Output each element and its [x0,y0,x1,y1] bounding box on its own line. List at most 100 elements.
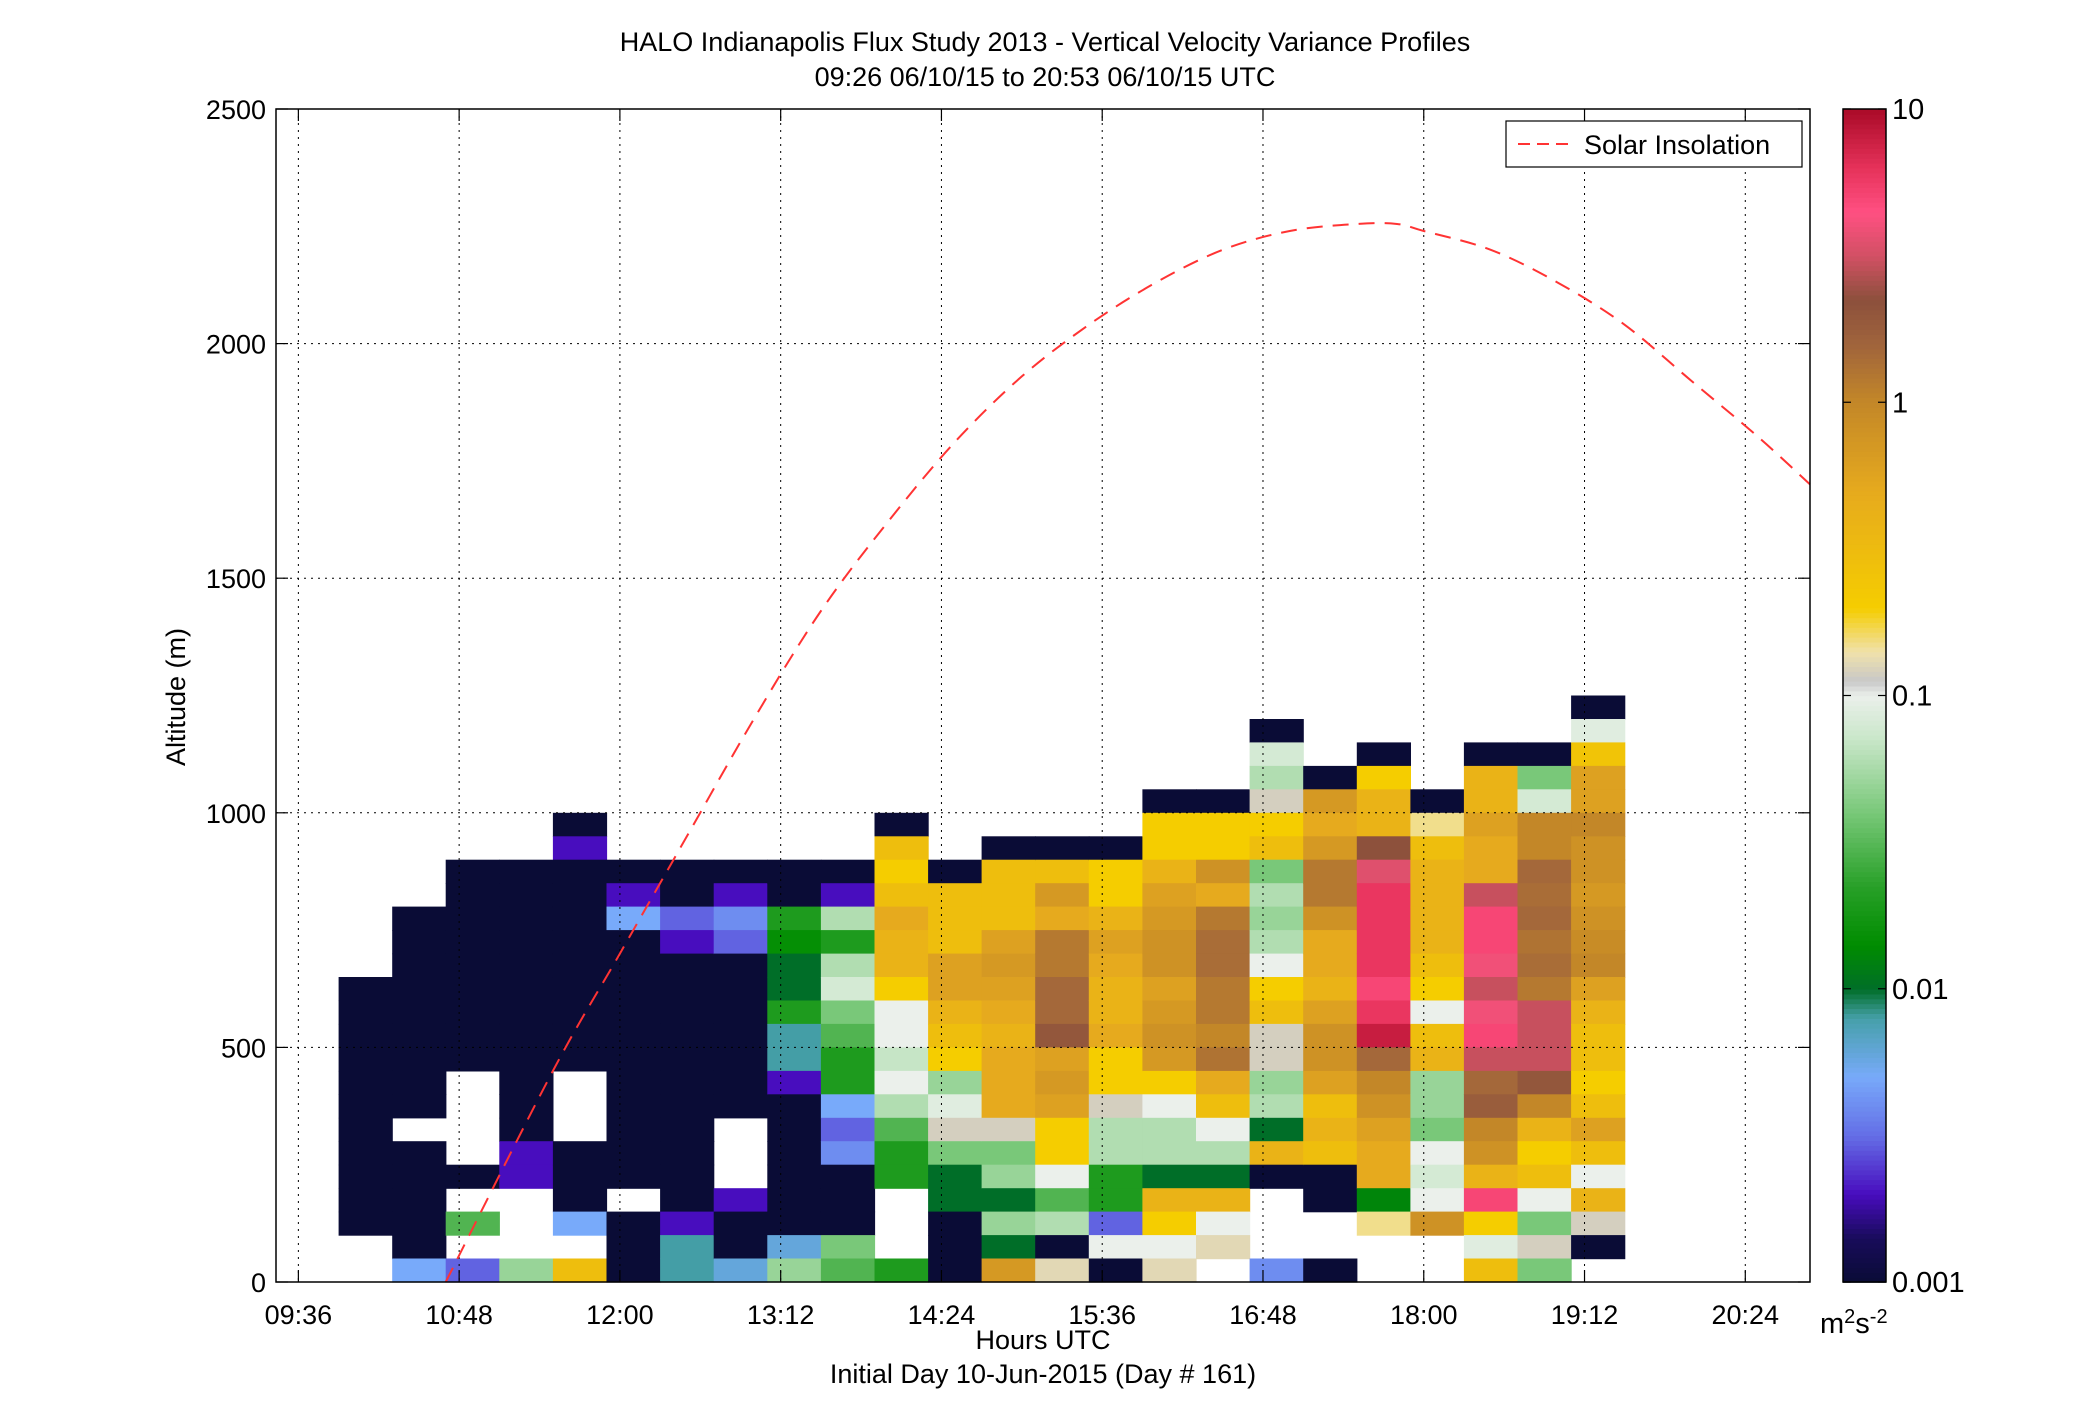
colorbar-band [1843,304,1886,311]
heatmap-cell [392,1258,447,1283]
heatmap-cell [713,1000,768,1025]
heatmap-cell [392,953,447,978]
colorbar-band [1843,143,1886,149]
heatmap-cell [1249,1141,1304,1166]
colorbar-band [1843,988,1886,995]
heatmap-cell [392,977,447,1002]
heatmap-cell [713,883,768,908]
colorbar-band [1843,368,1886,374]
colorbar-band [1843,1135,1886,1142]
heatmap-cell [1142,1141,1197,1166]
colorbar-band [1843,1057,1886,1063]
heatmap-cell [1196,1164,1251,1189]
heatmap-cell [820,1235,876,1260]
colorbar-band [1843,123,1886,130]
heatmap-cell [1088,1094,1143,1119]
colorbar-band [1843,856,1886,863]
heatmap-cell [1088,1235,1143,1260]
heatmap-cell [392,1188,447,1213]
heatmap-cell [660,1235,715,1260]
heatmap-cell [392,1141,447,1166]
colorbar-tick-label: 1 [1892,387,1908,419]
heatmap-cell [928,1117,983,1142]
colorbar-band [1843,343,1886,350]
colorbar-band [1843,695,1886,702]
colorbar-band [1843,1115,1886,1122]
heatmap-cell [1356,765,1411,790]
heatmap-cell [392,906,447,931]
heatmap-cell [1088,859,1143,884]
heatmap-cell [1356,812,1411,837]
colorbar-band [1843,216,1886,223]
heatmap-cell [1410,1188,1465,1213]
heatmap-cell [1463,1117,1519,1142]
colorbar-band [1843,1037,1886,1044]
heatmap-cell [445,1000,500,1025]
colorbar-band [1843,1277,1886,1283]
colorbar-band [1843,177,1886,184]
heatmap-cell [928,1023,983,1048]
heatmap-cell [820,1258,876,1283]
heatmap-cell [820,1070,876,1095]
heatmap-cell [1088,906,1143,931]
heatmap-cell [1249,1047,1304,1072]
heatmap-cell [874,930,929,955]
colorbar-band [1843,382,1886,389]
colorbar-band [1843,514,1886,521]
colorbar-band [1843,1008,1886,1014]
colorbar-band [1843,1228,1886,1234]
heatmap-cell [1249,1094,1304,1119]
heatmap-cell [1196,906,1251,931]
colorbar-band [1843,1247,1886,1254]
heatmap-cell [928,1211,983,1236]
colorbar-band [1843,250,1886,257]
colorbar-band [1843,221,1886,228]
x-tick-label: 13:12 [747,1300,815,1330]
colorbar-band [1843,949,1886,956]
colorbar-band [1843,587,1886,594]
heatmap-cell [1196,1211,1251,1236]
heatmap-cell [1303,1164,1358,1189]
plot-area [275,108,1811,1283]
heatmap-cell [499,906,554,931]
heatmap-cell [1463,1164,1519,1189]
heatmap-cell [1249,953,1304,978]
heatmap-cell [1142,812,1197,837]
colorbar-band [1843,734,1886,741]
heatmap-cell [445,1258,500,1283]
heatmap-cell [1517,1188,1572,1213]
heatmap-cell [1196,1141,1251,1166]
heatmap-cell [1517,1141,1572,1166]
y-axis-label: Altitude (m) [161,628,191,766]
x-tick-labels: 09:36 10:48 12:00 13:12 14:24 15:36 16:48 18:00… [265,1300,1779,1330]
heatmap-cell [1142,1047,1197,1072]
colorbar-band [1843,754,1886,760]
colorbar-band [1843,1203,1886,1210]
colorbar-band [1843,133,1886,140]
heatmap-cell [713,859,768,884]
legend-label: Solar Insolation [1584,130,1770,160]
colorbar-band [1843,1110,1886,1117]
heatmap-cell [874,1141,929,1166]
colorbar-band [1843,783,1886,790]
heatmap-cell [981,977,1036,1002]
heatmap-cell [1249,789,1304,814]
heatmap-cell [767,859,822,884]
heatmap-cell [445,859,500,884]
colorbar-band [1843,871,1886,878]
heatmap-cell [1571,742,1626,767]
heatmap-cell [606,953,661,978]
heatmap-cell [1517,1047,1572,1072]
heatmap-cell [767,1094,822,1119]
colorbar-band [1843,944,1886,951]
colorbar-band [1843,265,1886,272]
heatmap-cell [1571,1164,1626,1189]
colorbar-band [1843,1101,1886,1107]
heatmap-cell [606,1117,661,1142]
colorbar-band [1843,1052,1886,1058]
heatmap-cell [1303,1047,1358,1072]
colorbar-band [1843,671,1886,677]
colorbar-band [1843,719,1886,726]
heatmap-cell [660,1164,715,1189]
heatmap-cell [1303,812,1358,837]
